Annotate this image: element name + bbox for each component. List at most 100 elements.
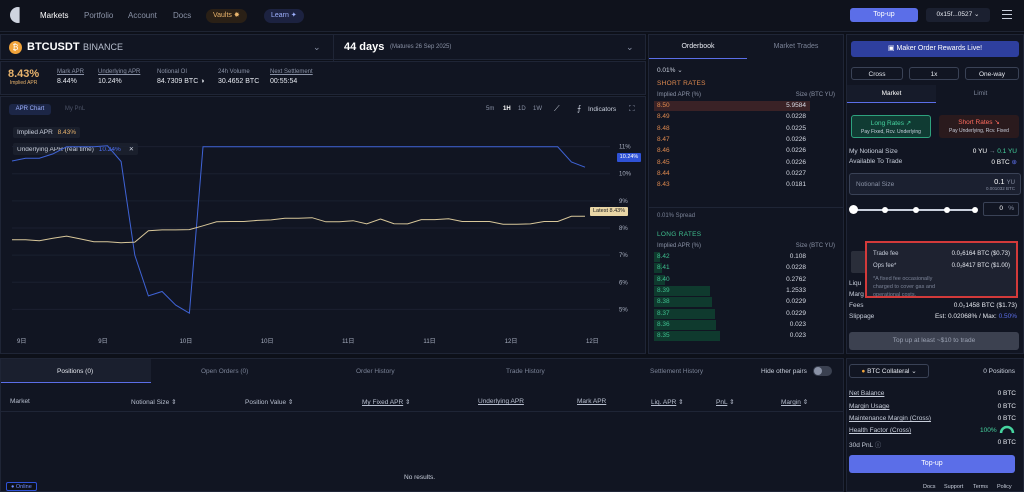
indicators-icon[interactable]: ⨍: [577, 104, 582, 113]
precision-value: 0.01%: [657, 67, 676, 74]
maturity-selector[interactable]: ⌄: [626, 42, 634, 53]
col-mark-apr[interactable]: Mark APR: [577, 398, 607, 405]
tab-orderbook[interactable]: Orderbook: [649, 35, 747, 59]
range-1d[interactable]: 1D: [518, 106, 526, 112]
next-settlement-label[interactable]: Next Settlement: [270, 69, 313, 75]
underlying-apr-label[interactable]: Underlying APR: [98, 69, 141, 75]
logo-icon[interactable]: [10, 7, 20, 23]
col-my-fixed-apr[interactable]: My Fixed APR ⇕: [362, 399, 411, 406]
long-rate-row[interactable]: 8.42 0.108: [654, 252, 810, 262]
long-rate-row[interactable]: 8.38 0.0229: [654, 297, 810, 308]
slippage-max[interactable]: 0.50%: [998, 313, 1017, 320]
col-underlying-apr[interactable]: Underlying APR: [478, 398, 524, 405]
slider-percent-input[interactable]: 0 %: [983, 202, 1019, 216]
short-rate-row[interactable]: 8.47 0.0226: [654, 135, 810, 145]
long-rate-row[interactable]: 8.41 0.0228: [654, 263, 810, 274]
short-rate-row[interactable]: 8.43 0.0181: [654, 180, 810, 190]
tab-settlement-history[interactable]: Settlement History: [650, 368, 704, 375]
rate-price: 8.50: [657, 102, 670, 109]
implied-apr-value: 8.43%: [8, 68, 40, 80]
nav-markets[interactable]: Markets: [40, 11, 69, 20]
tab-order-history[interactable]: Order History: [356, 368, 395, 375]
tab-market-order[interactable]: Market: [847, 85, 936, 103]
learn-button[interactable]: Learn ✦: [264, 9, 304, 23]
margin-usage-label[interactable]: Margin Usage: [849, 403, 890, 410]
indicators-button[interactable]: Indicators: [588, 106, 617, 113]
collateral-select[interactable]: ● BTC Collateral ⌄: [849, 364, 929, 378]
mark-apr-label[interactable]: Mark APR: [57, 69, 85, 75]
long-rate-row[interactable]: 8.37 0.0229: [654, 308, 810, 319]
position-mode-button[interactable]: One-way: [965, 67, 1019, 80]
tab-my-pnl[interactable]: My PnL: [64, 106, 86, 112]
tab-positions[interactable]: Positions (0): [57, 368, 94, 375]
long-rate-row[interactable]: 8.35 0.023: [654, 331, 810, 342]
range-1h[interactable]: 1H: [503, 106, 511, 112]
volume-label: 24h Volume: [218, 69, 250, 75]
market-header: ₿ BTCUSDT BINANCE ⌄ 44 days (Matures 26 …: [0, 34, 646, 61]
short-rates-button[interactable]: Short Rates ↘ Pay Underlying, Rcv. Fixed: [939, 115, 1019, 138]
tab-apr-chart[interactable]: APR Chart: [9, 104, 51, 115]
long-rates-button[interactable]: Long Rates ↗ Pay Fixed, Rcv. Underlying: [851, 115, 931, 138]
tab-limit-order[interactable]: Limit: [973, 90, 988, 97]
trade-submit-button[interactable]: Top up at least ~$10 to trade: [849, 332, 1019, 350]
footer-docs[interactable]: Docs: [923, 484, 936, 490]
short-rate-row[interactable]: 8.46 0.0226: [654, 146, 810, 156]
plus-circle-icon[interactable]: ⊕: [1011, 159, 1017, 166]
slider-percent-sign: %: [1008, 205, 1014, 212]
slider-handle[interactable]: [849, 205, 858, 214]
rate-price: 8.40: [657, 275, 670, 283]
tab-trade-history[interactable]: Trade History: [506, 368, 545, 375]
range-5m[interactable]: 5m: [486, 106, 495, 112]
vaults-button[interactable]: Vaults ✸: [206, 9, 247, 23]
col-margin[interactable]: Margin ⇕: [781, 399, 809, 406]
notional-input[interactable]: Notional Size 0.1 YU 0.001032 BTC: [849, 173, 1021, 195]
rewards-label: Maker Order Rewards Live!: [896, 45, 983, 52]
short-rate-row[interactable]: 8.50 5.9584: [654, 101, 810, 111]
market-selector[interactable]: ⌄: [313, 42, 321, 53]
tab-market-trades[interactable]: Market Trades: [773, 43, 819, 50]
chevron-down-icon: ⌄: [972, 11, 980, 18]
mark-apr-value: 8.44%: [57, 78, 77, 85]
short-rate-row[interactable]: 8.48 0.0225: [654, 124, 810, 134]
short-rate-row[interactable]: 8.44 0.0227: [654, 169, 810, 179]
tab-open-orders[interactable]: Open Orders (0): [201, 368, 249, 375]
nav-portfolio[interactable]: Portfolio: [84, 11, 114, 20]
short-rate-row[interactable]: 8.49 0.0228: [654, 112, 810, 122]
line-chart-icon[interactable]: ⟋: [554, 104, 560, 113]
size-slider[interactable]: [849, 205, 978, 214]
footer-policy[interactable]: Policy: [997, 484, 1012, 490]
margin-mode-button[interactable]: Cross: [851, 67, 903, 80]
range-1w[interactable]: 1W: [533, 106, 542, 112]
rewards-banner[interactable]: ▣ Maker Order Rewards Live!: [851, 41, 1019, 57]
nav-docs[interactable]: Docs: [173, 11, 192, 20]
wallet-address: 0x15f...0527: [936, 11, 973, 18]
close-icon[interactable]: ✕: [128, 146, 135, 153]
col-position-value[interactable]: Position Value ⇕: [245, 399, 294, 406]
col-notional-size[interactable]: Notional Size ⇕: [131, 399, 177, 406]
topup-nav-button[interactable]: Top-up: [850, 8, 918, 22]
collateral-topup-button[interactable]: Top-up: [849, 455, 1015, 473]
latest-value: 8.43%: [609, 208, 626, 214]
col-liq-apr[interactable]: Liq. APR ⇕: [651, 399, 684, 406]
maintenance-margin-label[interactable]: Maintenance Margin (Cross): [849, 415, 932, 422]
net-balance-label[interactable]: Net Balance: [849, 390, 885, 397]
learn-label: Learn: [271, 12, 289, 19]
footer-support[interactable]: Support: [944, 484, 964, 490]
short-rate-row[interactable]: 8.45 0.0226: [654, 158, 810, 168]
health-factor-label[interactable]: Health Factor (Cross): [849, 427, 912, 434]
hide-pairs-toggle[interactable]: [813, 366, 832, 376]
long-rate-row[interactable]: 8.40 0.2762: [654, 274, 810, 285]
fees-value: 0.0₂1458 BTC ($1.73): [953, 302, 1017, 309]
long-rate-row[interactable]: 8.36 0.023: [654, 319, 810, 330]
long-rate-row[interactable]: 8.39 1.2533: [654, 285, 810, 296]
wallet-button[interactable]: 0x15f...0527 ⌄: [926, 8, 990, 22]
depth-bar: [654, 285, 711, 296]
nav-account[interactable]: Account: [128, 11, 157, 20]
fullscreen-icon[interactable]: ⛶: [629, 104, 635, 113]
col-pnl[interactable]: PnL ⇕: [716, 399, 735, 406]
footer-terms[interactable]: Terms: [973, 484, 988, 490]
apr-chart[interactable]: 11% 10% 9% 8% 7% 6% 5% 9日 9日 10日 10日 11日 11日 12日 12日: [0, 96, 646, 354]
leverage-button[interactable]: 1x: [909, 67, 959, 80]
precision-select[interactable]: 0.01% ⌄: [657, 66, 683, 74]
menu-icon[interactable]: [1002, 10, 1012, 19]
